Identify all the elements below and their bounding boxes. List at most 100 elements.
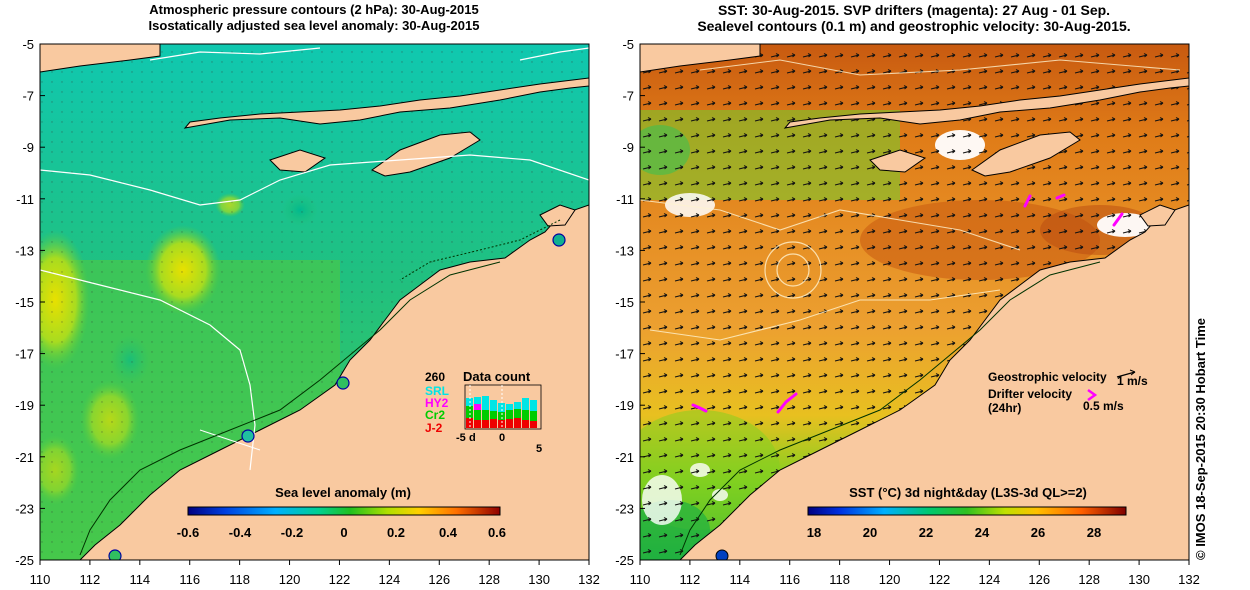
tide-gauge-1: [336, 376, 350, 390]
right-lon-tick-label: 130: [1128, 572, 1150, 587]
right-lon-tick-label: 114: [729, 572, 750, 587]
data-count-max: 260: [425, 370, 445, 384]
right-colorbar: [807, 506, 1127, 516]
left-cb-tick-4: 0: [340, 525, 347, 540]
right-land-timor: [971, 131, 1081, 177]
right-lon-tick-label: 122: [929, 572, 951, 587]
left-cb-tick-1: -0.6: [177, 525, 199, 540]
data-count-title: Data count: [463, 369, 531, 384]
drifter-track-3: [1023, 194, 1032, 208]
left-lat-tick-label: -7: [22, 89, 34, 104]
right-lon-tick-label: 126: [1028, 572, 1050, 587]
left-lon-tick-label: 132: [578, 572, 600, 587]
data-count-inset: Data count 260 SRL HY2 Cr2 J-2 -5 d: [425, 369, 542, 455]
left-lat-tick-label: -9: [22, 140, 34, 155]
left-cb-tick-3: -0.2: [281, 525, 303, 540]
left-lat-tick-label: -21: [15, 450, 34, 465]
right-lat-tick-label: -25: [615, 553, 634, 568]
right-title-line1: SST: 30-Aug-2015. SVP drifters (magenta)…: [717, 2, 1111, 18]
axes-layer: -5 -7 -9 -11 -13 -15 -17 -19 -21 -23 -25 110 112 114 1…: [15, 37, 1200, 587]
right-land-sunda: [783, 77, 1189, 129]
legend-drifter-line1: Drifter velocity: [988, 387, 1072, 401]
left-land-timor: [371, 131, 481, 177]
right-lat-tick-label: -19: [615, 398, 634, 413]
left-lat-tick-label: -25: [15, 553, 34, 568]
tide-gauge-2: [241, 429, 255, 443]
right-lon-tick-label: 110: [630, 572, 651, 587]
right-lon-tick-label: 124: [979, 572, 1001, 587]
tide-gauge-3: [552, 233, 566, 247]
velocity-legend: Geostrophic velocity 1 m/s Drifter veloc…: [988, 369, 1148, 415]
pressure-contour-1: [40, 154, 589, 206]
right-cb-tick-2: 20: [863, 525, 877, 540]
right-cb-tick-5: 26: [1031, 525, 1045, 540]
right-land-bathurst: [1139, 204, 1176, 227]
right-lon-tick-label: 132: [1178, 572, 1200, 587]
right-land-java: [640, 44, 761, 73]
data-count-xtick-4: 5: [536, 443, 542, 455]
left-cb-tick-2: -0.4: [229, 525, 252, 540]
mission-cr2: Cr2: [425, 408, 445, 422]
right-lon-tick-label: 120: [879, 572, 901, 587]
legend-geostrophic-label: Geostrophic velocity: [988, 370, 1107, 384]
right-lat-tick-label: -5: [622, 37, 634, 52]
left-lon-tick-label: 118: [229, 572, 250, 587]
drifter-tracks: [691, 193, 1124, 414]
left-colorbar: [187, 506, 501, 516]
left-lat-tick-label: -13: [15, 243, 34, 258]
legend-drifter-value: 0.5 m/s: [1083, 399, 1124, 413]
right-cb-tick-1: 18: [807, 525, 821, 540]
legend-drifter-arrow: [1087, 388, 1098, 402]
right-land-sumba: [869, 149, 927, 173]
left-lon-tick-label: 130: [528, 572, 550, 587]
right-lon-tick-label: 112: [680, 572, 701, 587]
left-lon-tick-label: 110: [30, 572, 51, 587]
right-map: Geostrophic velocity 1 m/s Drifter veloc…: [640, 44, 1189, 560]
left-lon-tick-label: 116: [179, 572, 200, 587]
data-count-xtick-2: d: [469, 432, 476, 444]
left-land-sumba: [269, 149, 327, 173]
eddy-contour-1: [764, 241, 822, 299]
left-lon-tick-label: 120: [279, 572, 301, 587]
right-cb-tick-6: 28: [1087, 525, 1101, 540]
right-lat-tick-label: -9: [622, 140, 634, 155]
pressure-contour-2: [40, 269, 256, 471]
right-lat-tick-label: -23: [615, 501, 634, 516]
left-lat-tick-label: -19: [15, 398, 34, 413]
data-count-xtick-1: -5: [456, 432, 466, 444]
left-colorbar-ticks: -0.6 -0.4 -0.2 0 0.2 0.4 0.6: [177, 525, 506, 540]
left-land-java: [40, 44, 161, 73]
left-bathymetry-contour: [79, 261, 501, 556]
right-cb-tick-4: 24: [975, 525, 990, 540]
pressure-contour-3: [149, 47, 321, 61]
legend-geostrophic-value: 1 m/s: [1117, 374, 1148, 388]
left-lon-tick-label: 122: [329, 572, 351, 587]
mission-srl: SRL: [425, 384, 449, 398]
right-title: SST: 30-Aug-2015. SVP drifters (magenta)…: [640, 2, 1188, 34]
left-land-sunda: [183, 77, 589, 129]
left-lat-tick-label: -5: [22, 37, 34, 52]
right-title-line2: Sealevel contours (0.1 m) and geostrophi…: [697, 18, 1131, 34]
right-lon-tick-label: 128: [1078, 572, 1100, 587]
left-lat-tick-label: -15: [15, 295, 34, 310]
right-colorbar-label: SST (°C) 3d night&day (L3S-3d QL>=2): [849, 485, 1087, 500]
right-colorbar-ticks: 18 20 22 24 26 28: [807, 525, 1101, 540]
right-bathymetry-contour: [679, 261, 1101, 556]
right-lat-tick-label: -7: [622, 89, 634, 104]
right-lat-tick-label: -17: [615, 347, 634, 362]
copyright: © IMOS 18-Sep-2015 20:30 Hobart Time: [1193, 318, 1208, 560]
left-cb-tick-6: 0.4: [439, 525, 458, 540]
right-lat-tick-label: -13: [615, 243, 634, 258]
mission-j2: J-2: [425, 421, 443, 435]
right-land-australia: [679, 204, 1189, 560]
right-cb-tick-3: 22: [919, 525, 933, 540]
left-cb-tick-5: 0.2: [387, 525, 405, 540]
right-lon-tick-label: 118: [829, 572, 850, 587]
left-title-line1: Atmospheric pressure contours (2 hPa): 3…: [149, 2, 479, 17]
drifter-track-1: [691, 403, 708, 413]
left-lat-tick-label: -11: [16, 192, 34, 207]
tide-gauge-4: [108, 549, 122, 560]
legend-drifter-line2: (24hr): [988, 401, 1021, 415]
right-lat-tick-label: -15: [615, 295, 634, 310]
